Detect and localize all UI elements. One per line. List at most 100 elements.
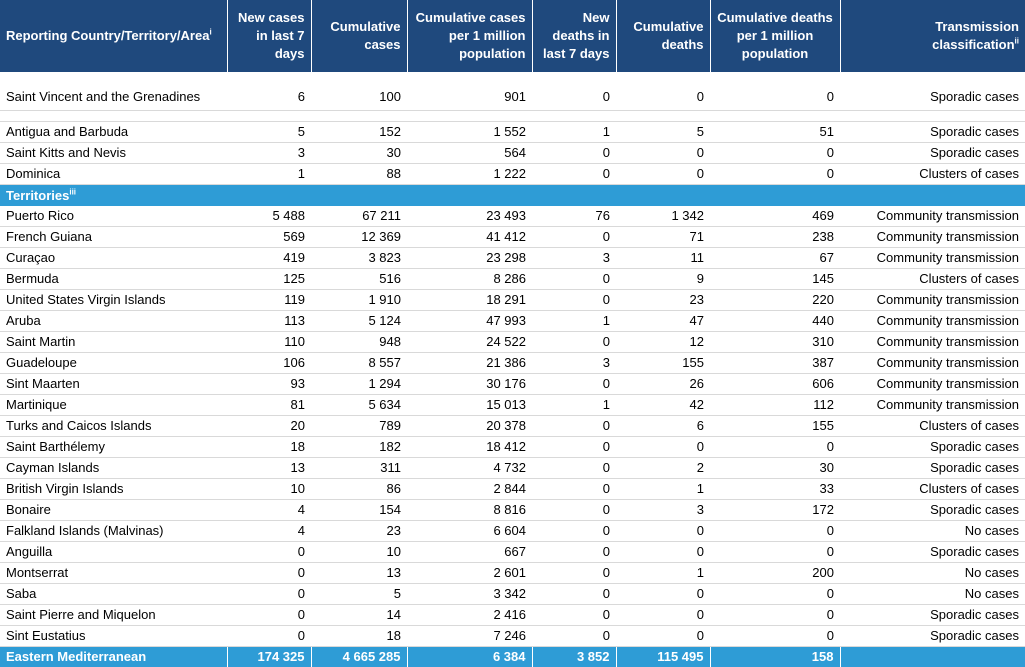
cumulative-cases: 100 — [311, 84, 407, 111]
deaths-per-million: 220 — [710, 290, 840, 311]
transmission-class: Sporadic cases — [840, 542, 1025, 563]
new-deaths: 0 — [532, 458, 616, 479]
cumulative-deaths: 155 — [616, 353, 710, 374]
cases-per-million: 30 176 — [407, 374, 532, 395]
deaths-per-million: 33 — [710, 479, 840, 500]
new-deaths: 3 — [532, 248, 616, 269]
section-label-text: Territories — [6, 188, 69, 203]
transmission-class: Clusters of cases — [840, 164, 1025, 185]
new-deaths: 1 — [532, 122, 616, 143]
new-deaths: 0 — [532, 227, 616, 248]
country-name: Sint Maarten — [0, 374, 227, 395]
cumulative-cases: 23 — [311, 521, 407, 542]
new-cases: 6 — [227, 84, 311, 111]
new-cases: 419 — [227, 248, 311, 269]
cases-per-million: 20 378 — [407, 416, 532, 437]
cumulative-deaths: 0 — [616, 84, 710, 111]
cases-per-million: 47 993 — [407, 311, 532, 332]
cumulative-cases: 5 634 — [311, 395, 407, 416]
cases-per-million: 3 342 — [407, 584, 532, 605]
transmission-class: Community transmission — [840, 227, 1025, 248]
cumulative-cases: 3 823 — [311, 248, 407, 269]
new-cases: 20 — [227, 416, 311, 437]
footnote-marker: i — [209, 28, 211, 37]
new-deaths: 3 852 — [532, 647, 616, 667]
cumulative-deaths: 0 — [616, 605, 710, 626]
cumulative-deaths: 0 — [616, 437, 710, 458]
cumulative-deaths: 115 495 — [616, 647, 710, 667]
transmission-class: Clusters of cases — [840, 269, 1025, 290]
country-name: Puerto Rico — [0, 206, 227, 227]
transmission-class: No cases — [840, 521, 1025, 542]
deaths-per-million: 0 — [710, 605, 840, 626]
deaths-per-million: 51 — [710, 122, 840, 143]
transmission-class: Sporadic cases — [840, 458, 1025, 479]
cases-per-million: 6 604 — [407, 521, 532, 542]
new-deaths: 0 — [532, 479, 616, 500]
country-name: Turks and Caicos Islands — [0, 416, 227, 437]
cases-per-million: 8 816 — [407, 500, 532, 521]
cumulative-deaths: 1 342 — [616, 206, 710, 227]
deaths-per-million: 172 — [710, 500, 840, 521]
cases-per-million: 1 222 — [407, 164, 532, 185]
cases-per-million: 2 844 — [407, 479, 532, 500]
transmission-class: Community transmission — [840, 395, 1025, 416]
new-cases: 13 — [227, 458, 311, 479]
transmission-class: Community transmission — [840, 353, 1025, 374]
new-deaths: 0 — [532, 416, 616, 437]
cumulative-cases: 67 211 — [311, 206, 407, 227]
deaths-per-million: 112 — [710, 395, 840, 416]
new-cases: 10 — [227, 479, 311, 500]
cases-per-million: 18 291 — [407, 290, 532, 311]
cases-per-million: 41 412 — [407, 227, 532, 248]
deaths-per-million: 145 — [710, 269, 840, 290]
cumulative-cases: 14 — [311, 605, 407, 626]
new-cases: 110 — [227, 332, 311, 353]
transmission-class: Sporadic cases — [840, 605, 1025, 626]
new-deaths: 0 — [532, 332, 616, 353]
new-cases: 5 488 — [227, 206, 311, 227]
new-cases: 18 — [227, 437, 311, 458]
cumulative-cases: 12 369 — [311, 227, 407, 248]
deaths-per-million: 0 — [710, 437, 840, 458]
new-cases: 3 — [227, 143, 311, 164]
new-deaths: 0 — [532, 84, 616, 111]
transmission-class: Community transmission — [840, 311, 1025, 332]
new-deaths: 0 — [532, 437, 616, 458]
cumulative-cases: 154 — [311, 500, 407, 521]
deaths-per-million: 158 — [710, 647, 840, 667]
cumulative-deaths: 26 — [616, 374, 710, 395]
cases-per-million: 564 — [407, 143, 532, 164]
deaths-per-million: 200 — [710, 563, 840, 584]
deaths-per-million: 0 — [710, 521, 840, 542]
header-new-deaths: New deaths in last 7 days — [532, 0, 616, 72]
new-deaths: 0 — [532, 500, 616, 521]
new-cases: 0 — [227, 542, 311, 563]
cumulative-deaths: 47 — [616, 311, 710, 332]
new-cases: 569 — [227, 227, 311, 248]
new-cases: 4 — [227, 500, 311, 521]
country-name: Montserrat — [0, 563, 227, 584]
cumulative-deaths: 2 — [616, 458, 710, 479]
country-name: French Guiana — [0, 227, 227, 248]
transmission-class: Sporadic cases — [840, 122, 1025, 143]
new-deaths: 0 — [532, 605, 616, 626]
cumulative-deaths: 0 — [616, 143, 710, 164]
country-name: Antigua and Barbuda — [0, 122, 227, 143]
header-deaths-per-million: Cumulative deaths per 1 million populati… — [710, 0, 840, 72]
new-deaths: 0 — [532, 143, 616, 164]
country-name: Sint Eustatius — [0, 626, 227, 647]
country-name: Martinique — [0, 395, 227, 416]
